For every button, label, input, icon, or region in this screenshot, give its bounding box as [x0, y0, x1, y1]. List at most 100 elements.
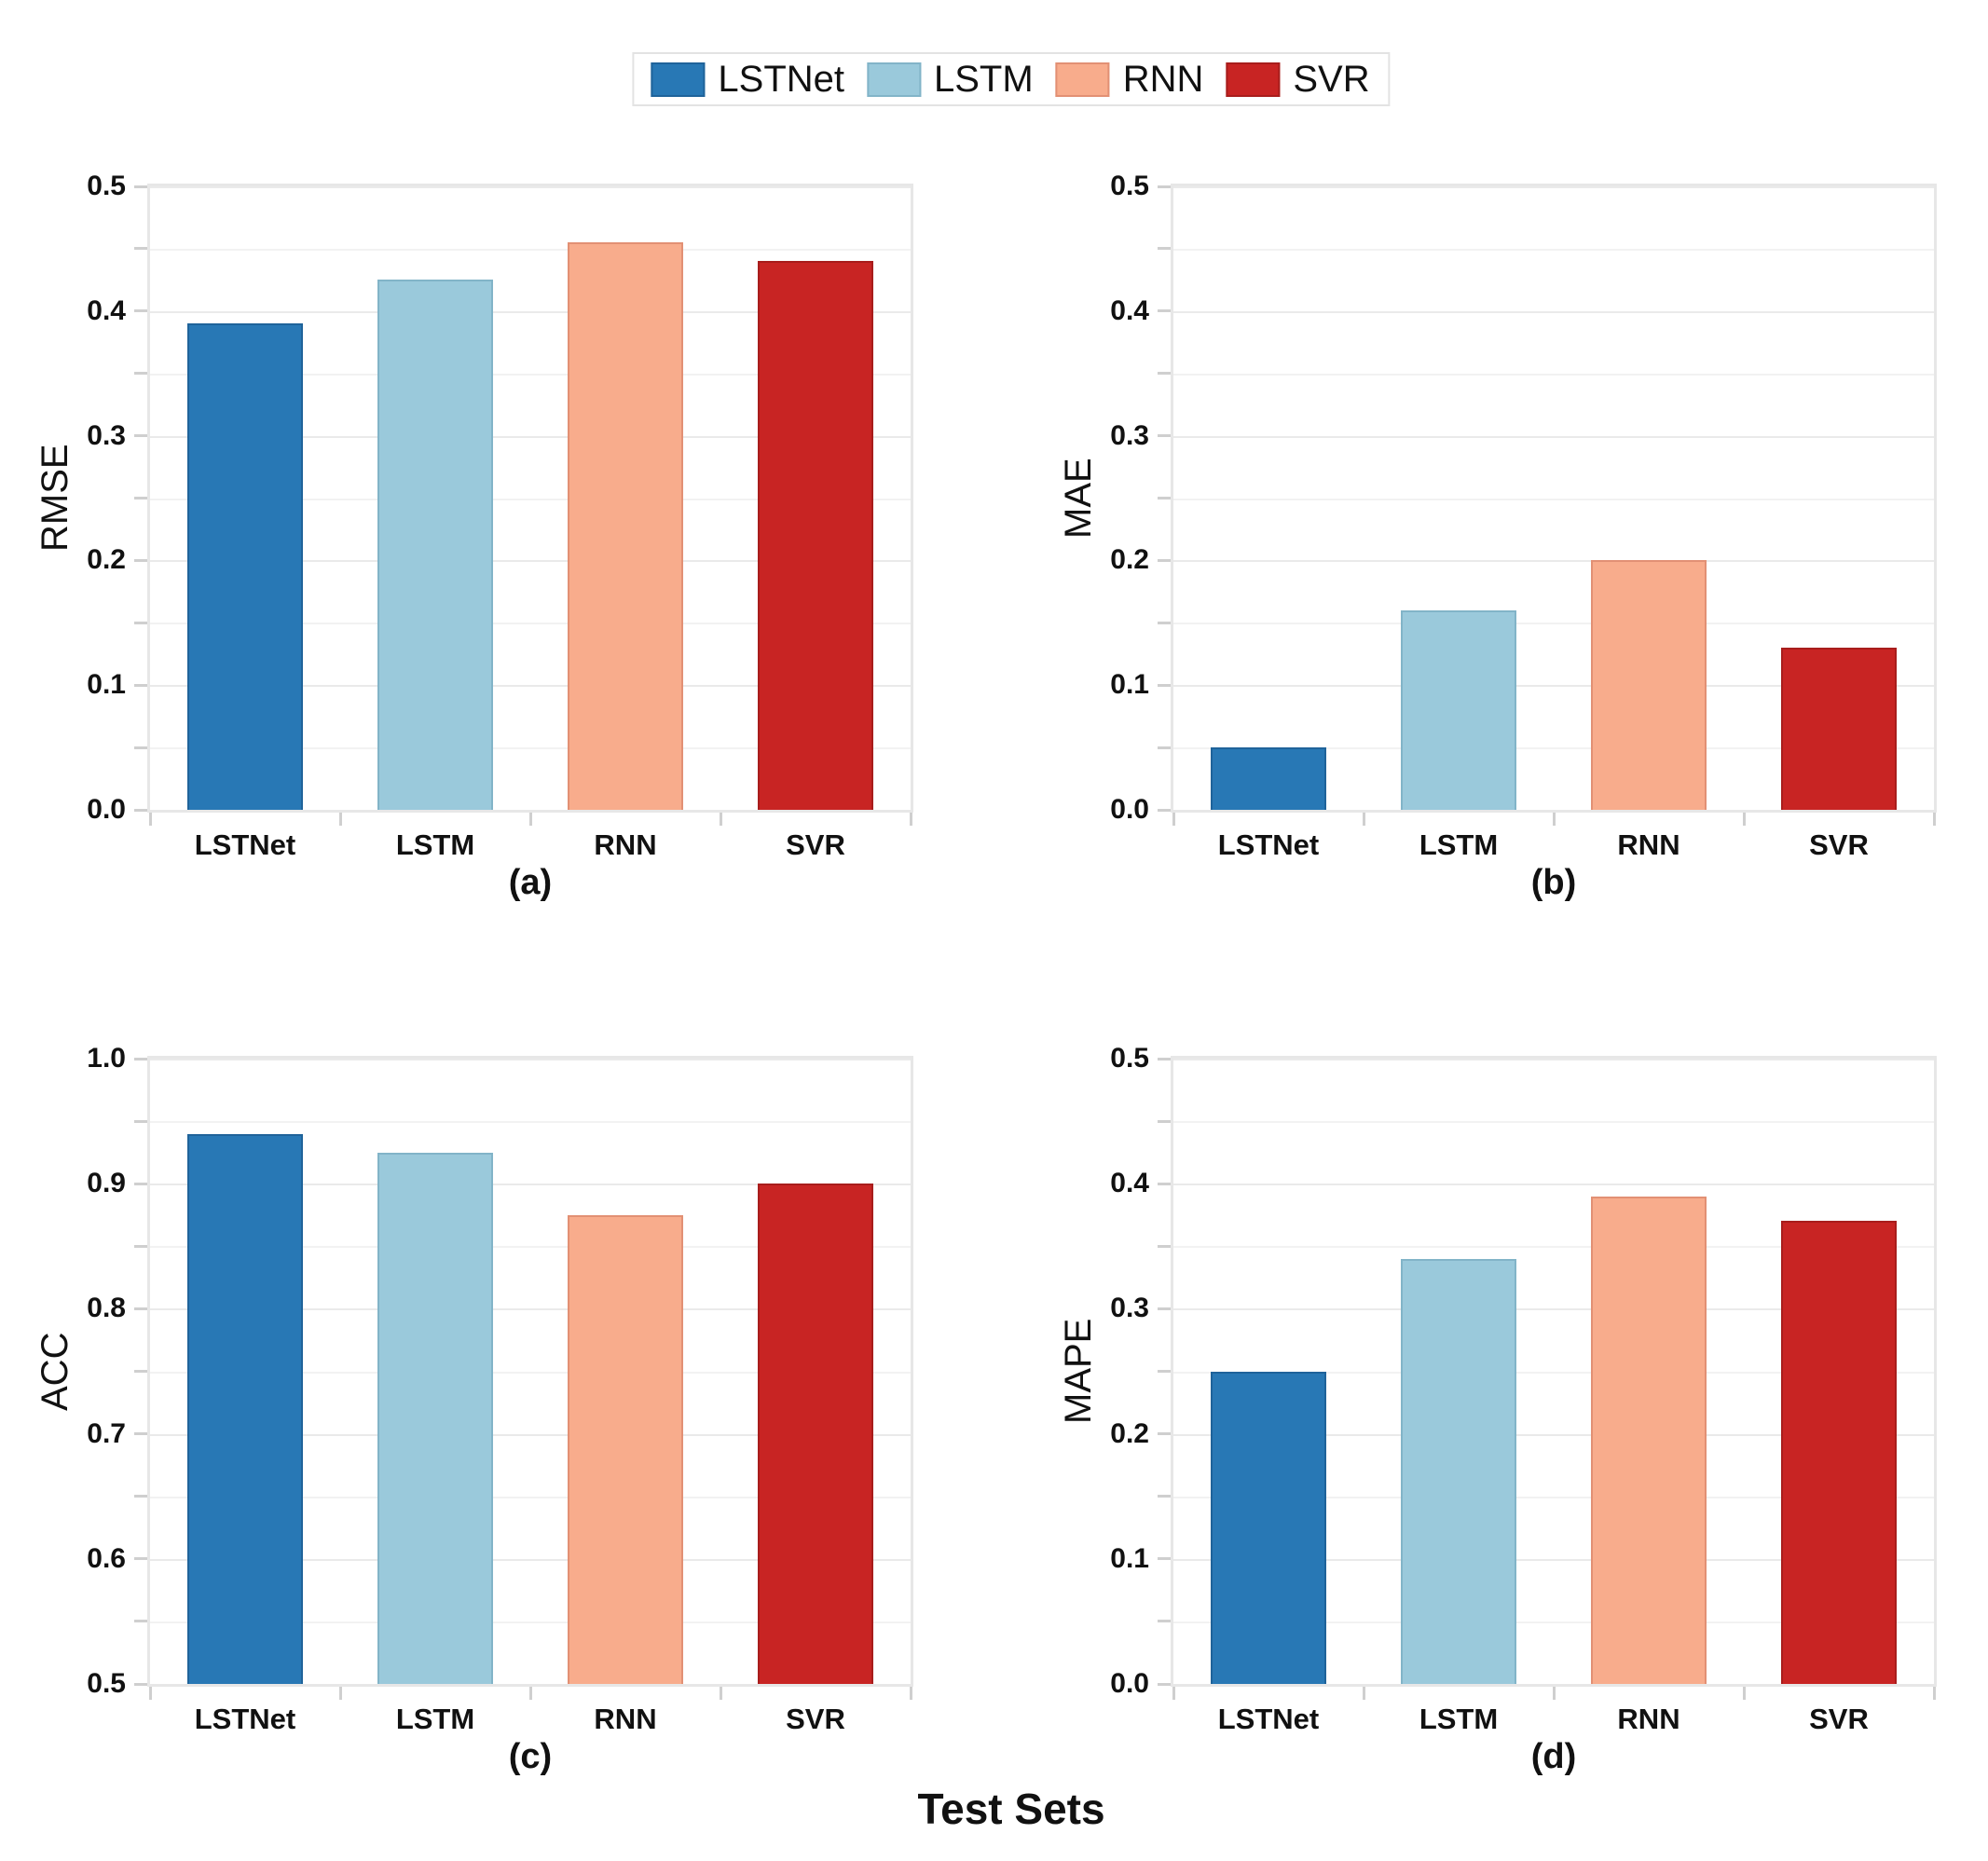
gridline [1173, 1558, 1934, 1561]
x-axis-tick [1172, 813, 1175, 826]
gridline [1173, 1433, 1934, 1436]
y-axis-tick [134, 309, 147, 313]
legend-item-svr: SVR [1226, 61, 1371, 98]
gridline [1173, 1621, 1934, 1623]
y-axis-tick [134, 1620, 147, 1623]
y-axis-tick [1158, 309, 1171, 313]
y-axis-tick [1158, 1244, 1171, 1248]
y-axis-label: MAE [1058, 458, 1099, 539]
y-axis-tick [1158, 1682, 1171, 1686]
y-axis-tick [134, 1119, 147, 1123]
bar-lstm [377, 280, 494, 810]
y-axis-tick [134, 558, 147, 562]
x-axis-tick [148, 813, 152, 826]
x-axis-tick [1552, 813, 1556, 826]
gridline [150, 1246, 911, 1249]
x-category-label: LSTNet [194, 828, 296, 861]
y-axis-tick [134, 1182, 147, 1185]
y-tick-label: 0.9 [87, 1168, 126, 1199]
y-tick-label: 0.5 [1110, 1043, 1149, 1074]
legend-swatch-icon [867, 62, 921, 97]
gridline [150, 623, 911, 625]
x-category-label: LSTNet [1217, 1703, 1320, 1735]
y-axis-tick [1158, 1495, 1171, 1498]
x-axis-tick [1172, 1687, 1175, 1700]
y-axis-tick [1158, 1119, 1171, 1123]
bar-svr [757, 1184, 874, 1684]
y-axis-tick [134, 497, 147, 499]
plot-area: 0.5 0.6 0.7 0.8 0.9 1.0 LSTNet LSTM RNN SVR [87, 1045, 913, 1733]
y-axis-tick [1158, 558, 1171, 562]
x-axis-tick [148, 1687, 152, 1700]
gridline [1173, 1184, 1934, 1186]
y-axis-tick [1158, 372, 1171, 376]
bar-rnn [567, 1214, 684, 1684]
y-tick-label: 0.0 [1110, 794, 1149, 825]
bar-svr [1780, 648, 1898, 810]
gridline [150, 1496, 911, 1498]
bar-rnn [1590, 560, 1707, 810]
y-axis-tick [134, 1557, 147, 1561]
x-category-label: LSTNet [1217, 828, 1320, 861]
y-tick-label: 0.3 [1110, 419, 1149, 451]
y-tick-label: 0.2 [87, 544, 126, 576]
gridline [150, 685, 911, 688]
bar-lstnet [1210, 747, 1327, 810]
legend-swatch-icon [651, 62, 706, 97]
y-axis-tick [1158, 746, 1171, 749]
y-tick-label: 0.1 [1110, 1542, 1149, 1574]
y-axis-tick [134, 621, 147, 624]
gridline [150, 310, 911, 313]
gridline [1173, 1496, 1934, 1498]
gridline [1173, 310, 1934, 313]
x-category-label: SVR [1809, 1703, 1869, 1735]
x-axis-tick [909, 813, 912, 826]
bar-lstm [1400, 609, 1517, 810]
y-axis-tick [134, 746, 147, 749]
legend-item-lstm: LSTM [867, 61, 1056, 98]
y-axis-tick [134, 1495, 147, 1498]
y-axis-tick [1158, 1432, 1171, 1436]
gridline [1173, 498, 1934, 500]
bar-lstnet [1210, 1371, 1327, 1684]
y-tick-label: 0.2 [1110, 1417, 1149, 1449]
gridline [1173, 685, 1934, 688]
subplot-caption: (d) [1530, 1737, 1577, 1776]
x-category-label: LSTM [395, 1703, 475, 1735]
x-axis-tick [719, 813, 722, 826]
y-tick-label: 0.7 [87, 1417, 126, 1449]
gridline [1173, 186, 1934, 188]
y-axis-tick [1158, 434, 1171, 438]
gridline [1173, 623, 1934, 625]
y-axis-label: MAPE [1058, 1318, 1099, 1425]
bar-svr [1780, 1221, 1898, 1684]
y-axis-tick [134, 1057, 147, 1060]
x-axis-tick [1362, 1687, 1365, 1700]
y-axis-tick [1158, 808, 1171, 812]
subplot-caption: (c) [508, 1737, 553, 1776]
x-category-label: LSTM [1419, 1703, 1499, 1735]
gridline [150, 1371, 911, 1374]
bar-lstm [1400, 1258, 1517, 1684]
plot-area: 0.0 0.1 0.2 0.3 0.4 0.5 LSTNet LSTM RNN SVR [1110, 1045, 1937, 1733]
gridline [150, 1059, 911, 1060]
y-tick-label: 0.4 [87, 294, 126, 326]
x-category-label: LSTNet [194, 1703, 296, 1735]
x-axis-tick [1742, 813, 1746, 826]
x-axis-tick [719, 1687, 722, 1700]
y-axis-tick [1158, 185, 1171, 188]
gridline [1173, 248, 1934, 251]
y-axis-tick [1158, 621, 1171, 624]
y-axis-tick [134, 1244, 147, 1248]
y-axis-tick [134, 1432, 147, 1436]
legend-label: LSTM [934, 59, 1034, 100]
gridline [150, 560, 911, 563]
gridline [150, 498, 911, 500]
y-tick-label: 0.1 [87, 669, 126, 701]
subplot-caption: (a) [508, 863, 553, 902]
y-axis-tick [134, 1370, 147, 1373]
y-tick-label: 0.8 [87, 1293, 126, 1324]
legend-label: LSTNet [718, 59, 844, 100]
gridline [150, 747, 911, 750]
gridline [1173, 1246, 1934, 1249]
